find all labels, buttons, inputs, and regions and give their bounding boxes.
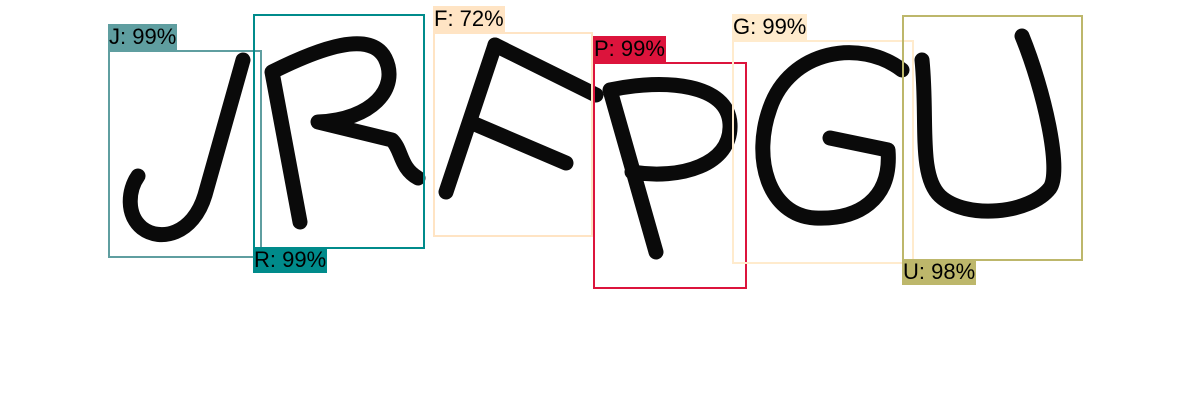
detection-label-j: J: 99% — [108, 24, 178, 50]
detection-label-p: P: 99% — [593, 36, 666, 62]
detection-label-g: G: 99% — [732, 14, 808, 40]
glyph-r — [264, 36, 426, 230]
glyph-g — [755, 45, 910, 226]
detection-box-f — [433, 32, 593, 237]
detection-box-u — [902, 15, 1083, 261]
detection-box-j — [108, 50, 262, 258]
glyph-f-top — [487, 37, 604, 103]
detection-box-r — [253, 14, 425, 249]
detection-label-f: F: 72% — [433, 6, 505, 32]
detection-box-p — [593, 62, 747, 289]
glyph-p — [602, 77, 738, 260]
glyph-u — [914, 28, 1062, 219]
detection-box-g — [732, 40, 914, 264]
glyph-j — [122, 52, 251, 243]
detection-label-r: R: 99% — [253, 247, 328, 273]
glyph-f-mid — [462, 114, 574, 171]
detection-label-u: U: 98% — [902, 259, 977, 285]
